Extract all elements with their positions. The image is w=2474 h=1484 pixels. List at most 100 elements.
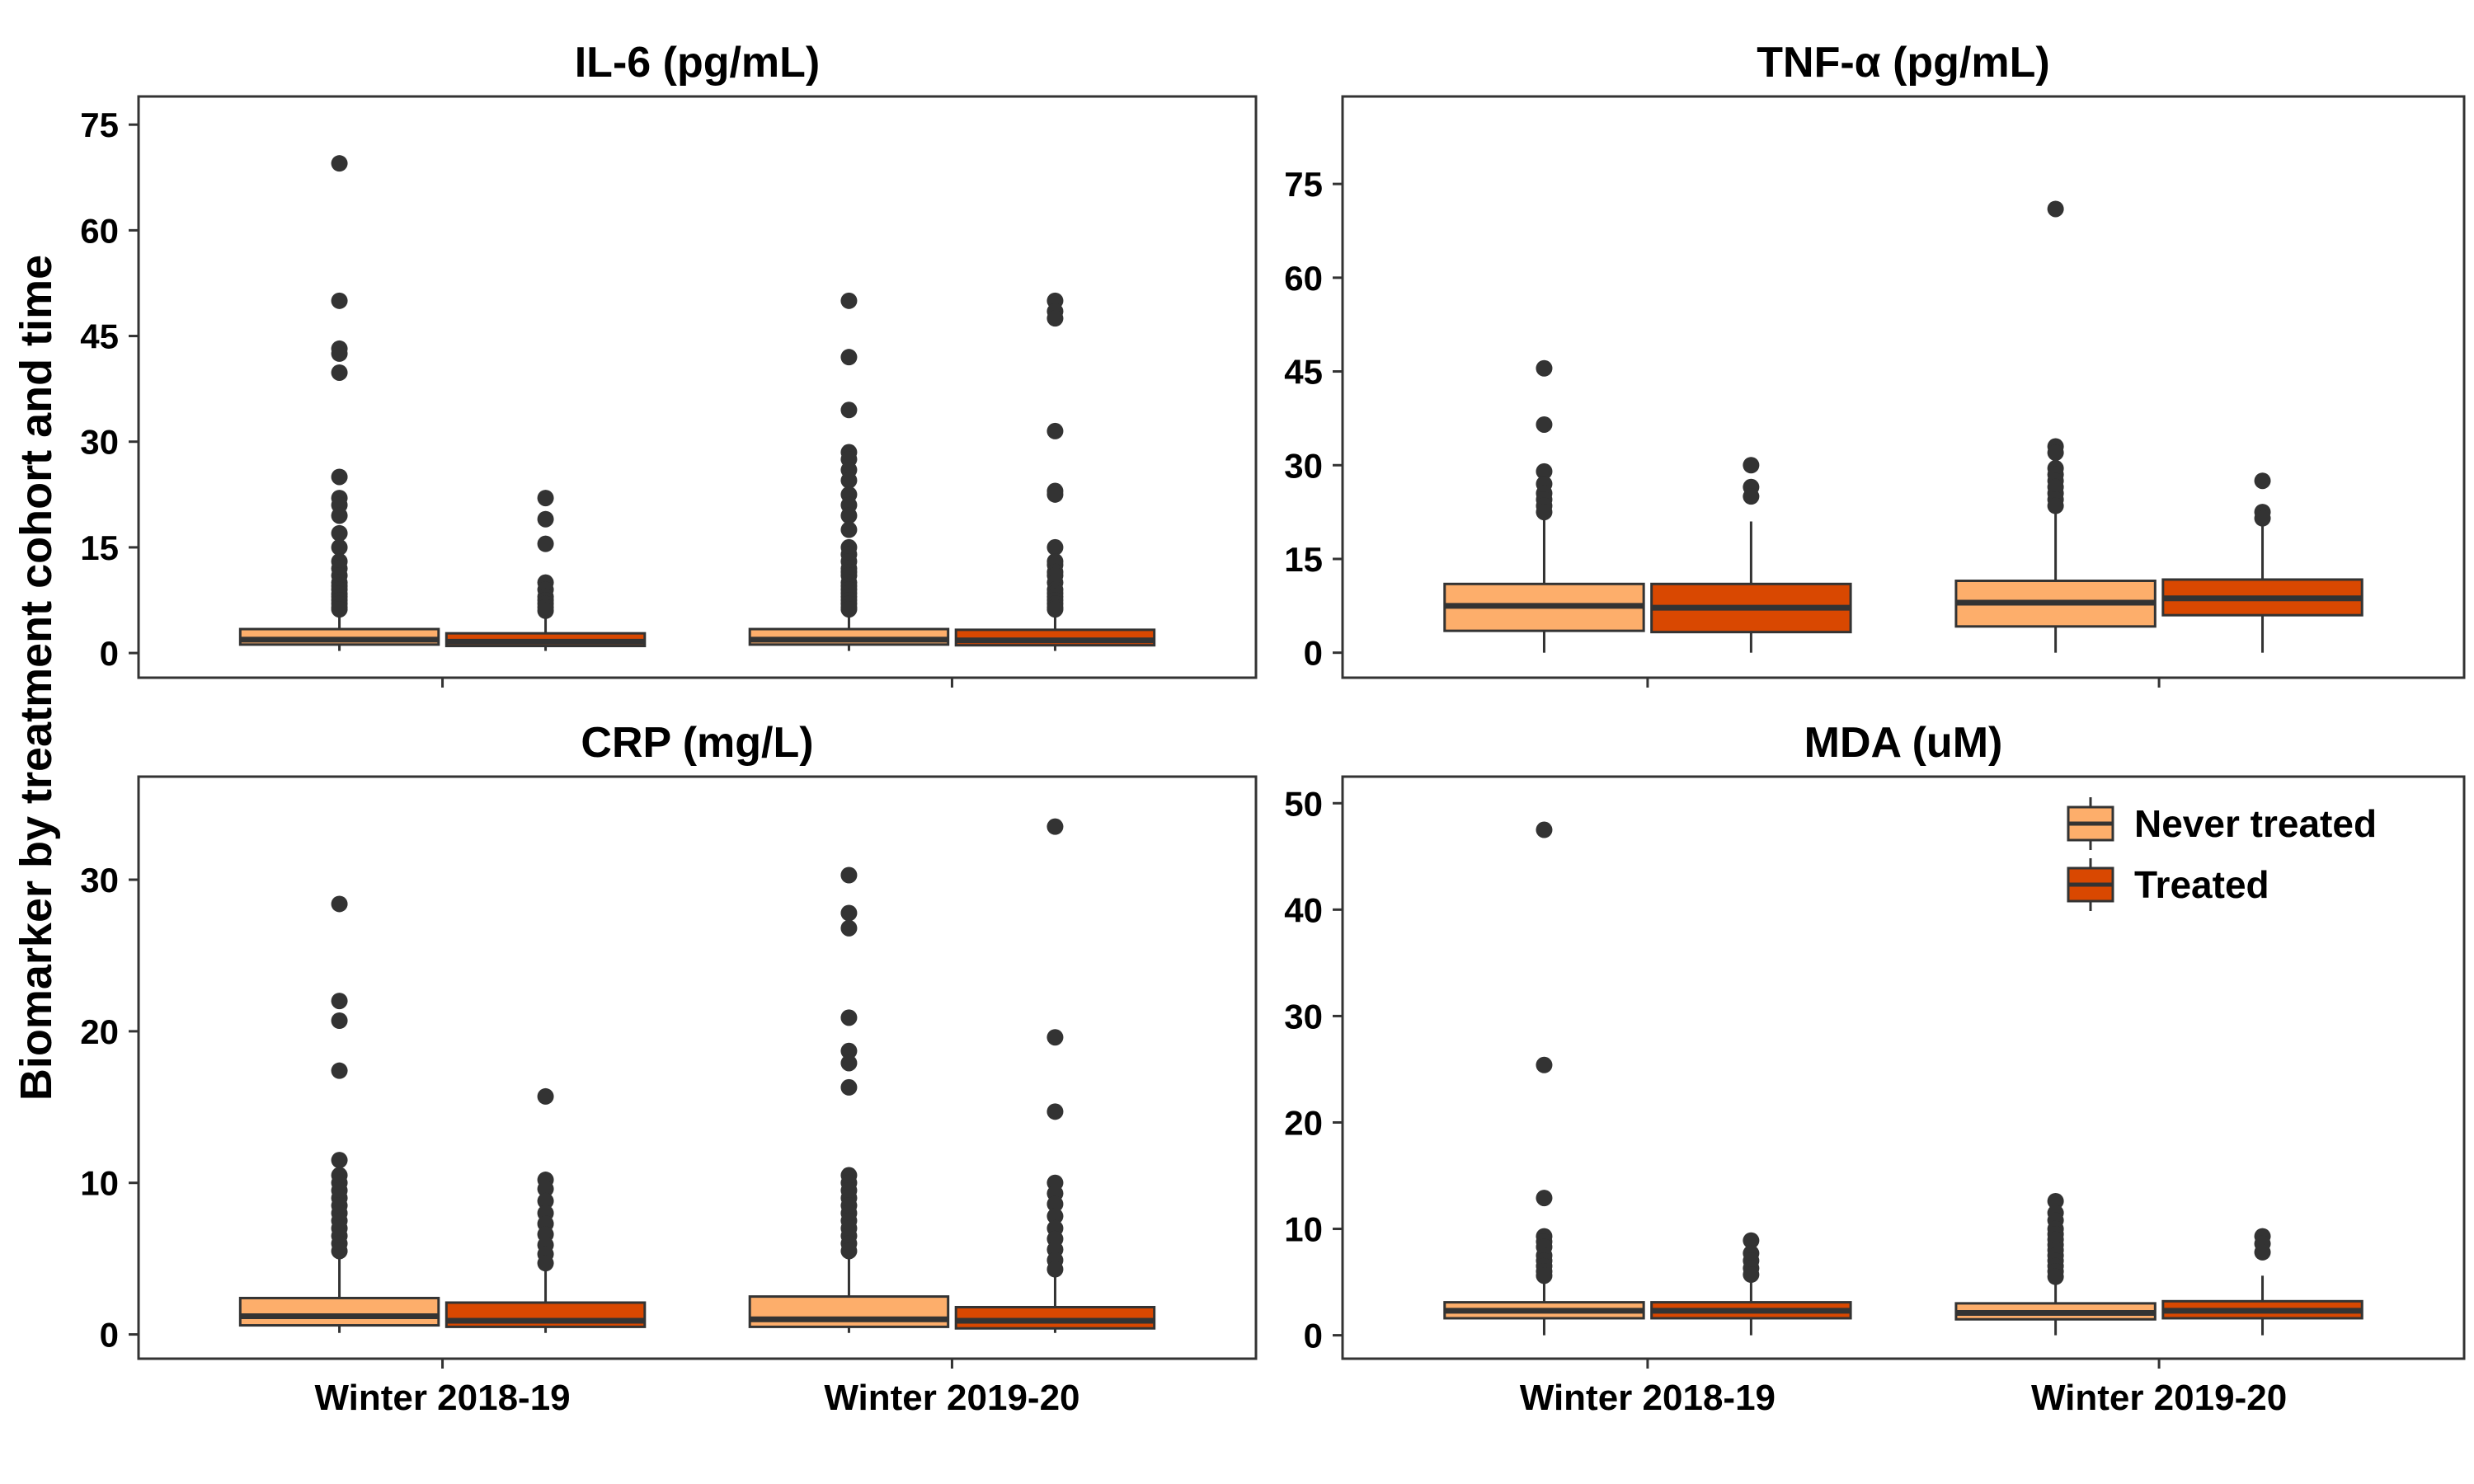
outlier-point — [331, 538, 348, 556]
outlier-point — [1047, 310, 1064, 327]
outlier-point — [2254, 472, 2271, 490]
outlier-point — [1047, 1208, 1064, 1225]
y-tick-label: 0 — [100, 634, 119, 673]
outlier-point — [840, 904, 858, 922]
panel-border — [137, 775, 1258, 1360]
y-tick-label: 20 — [1284, 1103, 1323, 1142]
outlier-point — [1047, 1029, 1064, 1046]
panel-border — [137, 95, 1258, 679]
outlier-point — [840, 292, 858, 309]
legend-label: Never treated — [2134, 802, 2377, 845]
panel-title: TNF-α (pg/mL) — [1757, 39, 2049, 87]
outlier-point — [1743, 457, 1760, 474]
box-treated-2 — [954, 818, 1156, 1333]
legend: Never treated Treated — [2067, 797, 2377, 911]
outlier-point — [840, 1042, 858, 1059]
outlier-point — [1536, 504, 1553, 521]
outlier-point — [331, 292, 348, 309]
outlier-point — [537, 1192, 554, 1209]
figure-y-axis-label: Biomarker by treatment cohort and time — [12, 255, 61, 1101]
outlier-point — [1536, 359, 1553, 377]
outlier-point — [840, 1009, 858, 1026]
outlier-point — [1536, 1267, 1553, 1284]
outlier-point — [840, 1078, 858, 1096]
outlier-point — [1047, 818, 1064, 835]
outlier-point — [840, 1242, 858, 1260]
y-tick-label: 30 — [1284, 997, 1323, 1036]
box-never-treated-1 — [238, 895, 440, 1333]
y-tick-label: 0 — [100, 1316, 119, 1355]
panel-4: MDA (uM) 0 10 20 30 40 50 Winter 2018-19 Winter … — [1284, 719, 2466, 1418]
outlier-point — [1536, 463, 1553, 480]
y-tick-label: 75 — [80, 106, 119, 144]
outlier-point — [840, 866, 858, 884]
outlier-point — [840, 349, 858, 366]
outlier-point — [331, 1242, 348, 1260]
box-never-treated-2 — [1954, 1192, 2157, 1336]
outlier-point — [1047, 1195, 1064, 1213]
outlier-point — [331, 345, 348, 362]
y-tick-label: 15 — [1284, 540, 1323, 579]
legend-label: Treated — [2134, 863, 2269, 906]
y-tick-label: 50 — [1284, 784, 1323, 823]
y-tick-label: 15 — [80, 528, 119, 567]
outlier-point — [537, 1087, 554, 1105]
panel-title: MDA (uM) — [1804, 719, 2003, 767]
outlier-point — [331, 1062, 348, 1079]
outlier-point — [1047, 1103, 1064, 1120]
box-treated-2 — [954, 292, 1156, 651]
outlier-point — [331, 364, 348, 381]
legend-item: Treated — [2067, 858, 2269, 911]
outlier-point — [331, 895, 348, 913]
outlier-point — [1743, 1266, 1760, 1284]
x-tick-label: Winter 2019-20 — [2031, 1378, 2287, 1418]
outlier-point — [331, 468, 348, 486]
outlier-point — [2254, 510, 2271, 527]
iqr-box — [748, 1295, 950, 1328]
y-tick-label: 10 — [1284, 1210, 1323, 1249]
outlier-point — [1536, 1190, 1553, 1207]
y-tick-label: 45 — [1284, 353, 1323, 392]
y-tick-label: 10 — [80, 1164, 119, 1203]
outlier-point — [2047, 1192, 2064, 1209]
box-treated-1 — [1650, 1232, 1852, 1336]
legend-item: Never treated — [2067, 797, 2377, 850]
outlier-point — [537, 510, 554, 528]
box-never-treated-1 — [1443, 359, 1645, 653]
x-tick-label: Winter 2018-19 — [314, 1378, 570, 1418]
box-never-treated-1 — [1443, 821, 1645, 1336]
box-never-treated-2 — [748, 866, 950, 1333]
box-treated-2 — [2161, 472, 2363, 653]
x-tick-label: Winter 2018-19 — [1520, 1378, 1776, 1418]
panels-group: IL-6 (pg/mL) 0 15 30 45 60 75 TNF-α (pg/mL) 0 15 3… — [80, 39, 2466, 1418]
x-tick-label: Winter 2019-20 — [824, 1378, 1079, 1418]
outlier-point — [331, 507, 348, 524]
outlier-point — [1536, 1056, 1553, 1073]
outlier-point — [2047, 1268, 2064, 1285]
panel-3: CRP (mg/L) 0 10 20 30 Winter 2018-19 Winter 20… — [80, 719, 1258, 1418]
outlier-point — [537, 490, 554, 507]
outlier-point — [537, 1255, 554, 1272]
outlier-point — [1743, 1232, 1760, 1249]
outlier-point — [331, 524, 348, 542]
outlier-point — [537, 602, 554, 619]
iqr-box — [954, 1305, 1156, 1330]
outlier-point — [1047, 486, 1064, 503]
box-treated-2 — [2161, 1228, 2363, 1336]
outlier-point — [840, 521, 858, 538]
outlier-point — [331, 601, 348, 618]
outlier-point — [2254, 1243, 2271, 1261]
outlier-point — [331, 1012, 348, 1030]
outlier-point — [840, 1054, 858, 1072]
y-tick-label: 45 — [80, 317, 119, 356]
outlier-point — [840, 472, 858, 489]
outlier-point — [1536, 416, 1553, 433]
outlier-point — [1047, 601, 1064, 618]
y-tick-label: 60 — [1284, 259, 1323, 298]
y-tick-label: 0 — [1304, 1317, 1323, 1355]
panel-border — [1341, 775, 2466, 1360]
iqr-box — [238, 1296, 440, 1327]
outlier-point — [1047, 1261, 1064, 1278]
outlier-point — [840, 402, 858, 419]
